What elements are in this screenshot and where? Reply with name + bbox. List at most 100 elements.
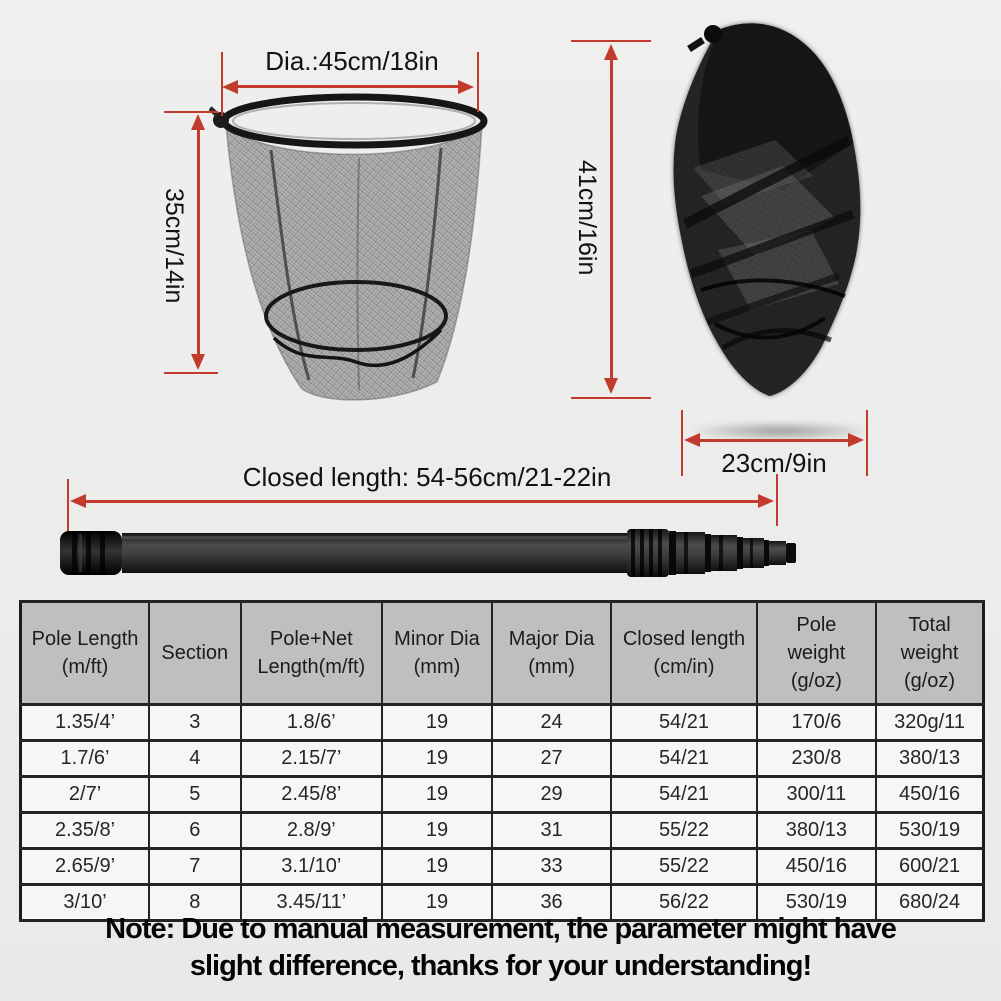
spec-table-cell: 54/21	[610, 739, 758, 778]
spec-table-cell: 55/22	[610, 847, 758, 886]
spec-table-header-cell: Pole weight (g/oz)	[755, 600, 878, 706]
spec-table-header-cell: Total weight (g/oz)	[875, 600, 985, 706]
spec-table-header-cell: Pole+Net Length(m/ft)	[239, 600, 384, 706]
folded-height-label: 41cm/16in	[573, 160, 601, 276]
folded-net-illustration	[673, 23, 861, 397]
spec-table-cell: 36	[490, 883, 613, 922]
dimension-line	[197, 126, 200, 358]
spec-table-cell: 54/21	[610, 775, 758, 814]
spec-table-cell: 31	[490, 811, 613, 850]
arrowhead-down-icon	[191, 354, 205, 370]
arrowhead-left-icon	[222, 80, 238, 94]
spec-table-cell: 450/16	[755, 847, 878, 886]
spec-table-cell: 2.8/9’	[239, 811, 384, 850]
telescopic-pole-illustration	[60, 529, 796, 577]
dimension-extension-line	[164, 372, 218, 374]
table-row: 2.35/8’ 6 2.8/9’ 19 31 55/22 380/13 530/19	[19, 811, 985, 850]
spec-table-cell: 450/16	[875, 775, 985, 814]
spec-table-cell: 19	[381, 883, 493, 922]
spec-table-cell: 33	[490, 847, 613, 886]
spec-table-cell: 27	[490, 739, 613, 778]
spec-table-cell: 170/6	[755, 703, 878, 742]
spec-table-cell: 600/21	[875, 847, 985, 886]
spec-table-header-cell: Pole Length (m/ft)	[19, 600, 151, 706]
spec-table-cell: 530/19	[755, 883, 878, 922]
dimension-extension-line	[67, 479, 69, 534]
arrowhead-left-icon	[70, 494, 86, 508]
spec-table-cell: 5	[148, 775, 242, 814]
spec-table-cell: 55/22	[610, 811, 758, 850]
spec-table-cell: 3/10’	[19, 883, 151, 922]
spec-table-header-cell: Closed length (cm/in)	[610, 600, 758, 706]
spec-table-cell: 2.35/8’	[19, 811, 151, 850]
spec-table-cell: 2.65/9’	[19, 847, 151, 886]
spec-table-cell: 54/21	[610, 703, 758, 742]
spec-table-cell: 29	[490, 775, 613, 814]
table-row: 2.65/9’ 7 3.1/10’ 19 33 55/22 450/16 600/21	[19, 847, 985, 886]
arrowhead-right-icon	[458, 80, 474, 94]
spec-table-cell: 7	[148, 847, 242, 886]
dimension-line	[610, 56, 613, 382]
arrowhead-left-icon	[684, 433, 700, 447]
spec-table-header-cell: Section	[148, 600, 242, 706]
dimension-line	[230, 85, 466, 88]
spec-table-cell: 680/24	[875, 883, 985, 922]
spec-table-cell: 2/7’	[19, 775, 151, 814]
dimension-line	[80, 500, 764, 503]
folded-net-shadow	[693, 422, 868, 440]
spec-table-cell: 3	[148, 703, 242, 742]
table-row: 1.7/6’ 4 2.15/7’ 19 27 54/21 230/8 380/13	[19, 739, 985, 778]
arrowhead-up-icon	[604, 44, 618, 60]
spec-table-header-cell: Minor Dia (mm)	[381, 600, 493, 706]
table-row: 2/7’ 5 2.45/8’ 19 29 54/21 300/11 450/16	[19, 775, 985, 814]
spec-table-cell: 3.45/11’	[239, 883, 384, 922]
arrowhead-down-icon	[604, 378, 618, 394]
spec-table-cell: 1.8/6’	[239, 703, 384, 742]
open-net-illustration	[209, 93, 488, 401]
spec-table-cell: 3.1/10’	[239, 847, 384, 886]
net-depth-label: 35cm/14in	[160, 188, 188, 304]
dimension-extension-line	[866, 410, 868, 476]
dimension-extension-line	[776, 474, 778, 526]
arrowhead-right-icon	[848, 433, 864, 447]
dimension-extension-line	[571, 397, 651, 399]
measurement-note: Note: Due to manual measurement, the par…	[0, 911, 1001, 985]
table-row: 3/10’ 8 3.45/11’ 19 36 56/22 530/19 680/24	[19, 883, 985, 922]
spec-table-cell: 1.7/6’	[19, 739, 151, 778]
measurement-note-line1: Note: Due to manual measurement, the par…	[105, 913, 897, 945]
table-header-row: Pole Length (m/ft) Section Pole+Net Length(m…	[19, 600, 985, 706]
spec-table-cell: 56/22	[610, 883, 758, 922]
spec-table-cell: 230/8	[755, 739, 878, 778]
spec-table-cell: 2.45/8’	[239, 775, 384, 814]
dimension-extension-line	[681, 410, 683, 476]
spec-table-cell: 380/13	[755, 811, 878, 850]
dimension-line	[694, 439, 854, 442]
spec-table-cell: 8	[148, 883, 242, 922]
spec-table-cell: 19	[381, 703, 493, 742]
arrowhead-up-icon	[191, 114, 205, 130]
dimension-extension-line	[477, 52, 479, 112]
closed-length-label: Closed length: 54-56cm/21-22in	[242, 462, 612, 492]
spec-table-cell: 2.15/7’	[239, 739, 384, 778]
spec-table-cell: 24	[490, 703, 613, 742]
table-row: 1.35/4’ 3 1.8/6’ 19 24 54/21 170/6 320g/11	[19, 703, 985, 742]
spec-table-cell: 19	[381, 847, 493, 886]
spec-table-cell: 380/13	[875, 739, 985, 778]
dimension-extension-line	[571, 40, 651, 42]
spec-table-cell: 4	[148, 739, 242, 778]
spec-table-header-cell: Major Dia (mm)	[490, 600, 613, 706]
spec-table-cell: 6	[148, 811, 242, 850]
spec-table-cell: 300/11	[755, 775, 878, 814]
folded-width-label: 23cm/9in	[721, 448, 827, 478]
spec-table: Pole Length (m/ft) Section Pole+Net Length(m…	[19, 600, 985, 922]
arrowhead-right-icon	[758, 494, 774, 508]
spec-table-cell: 19	[381, 811, 493, 850]
spec-table-cell: 530/19	[875, 811, 985, 850]
spec-table-cell: 320g/11	[875, 703, 985, 742]
spec-table-cell: 19	[381, 775, 493, 814]
spec-table-cell: 1.35/4’	[19, 703, 151, 742]
spec-table-cell: 19	[381, 739, 493, 778]
dimension-extension-line	[164, 111, 218, 113]
hoop-diameter-label: Dia.:45cm/18in	[265, 46, 439, 76]
